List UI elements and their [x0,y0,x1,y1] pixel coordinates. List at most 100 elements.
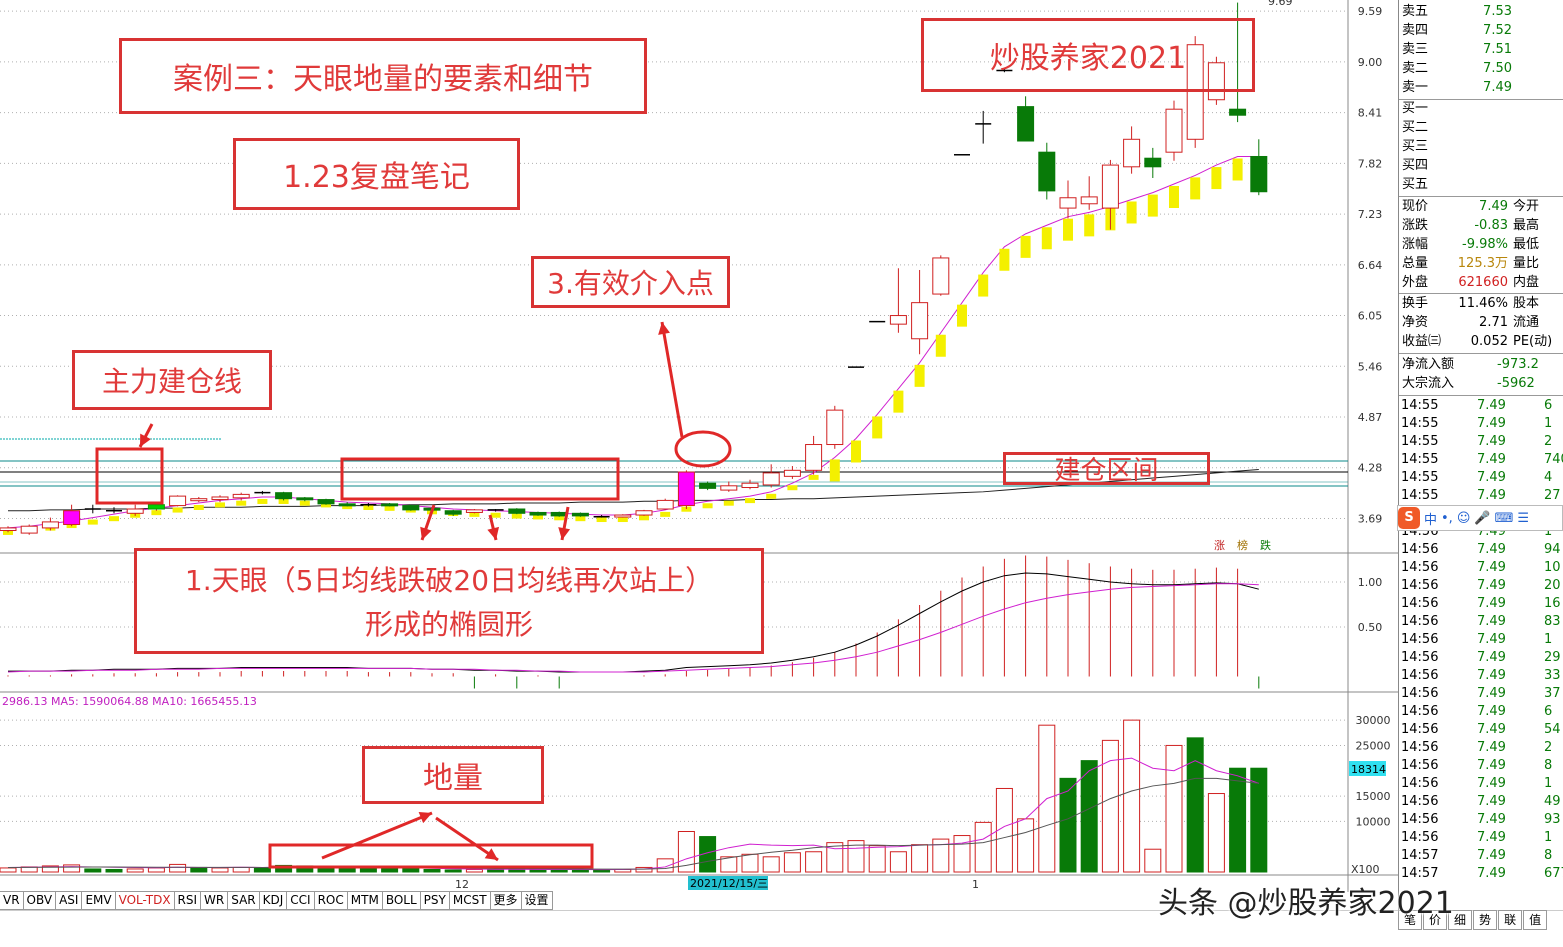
ime-lang[interactable]: 中 [1424,512,1438,528]
candle[interactable] [783,466,801,479]
candle[interactable] [487,509,504,512]
candle[interactable] [889,268,907,333]
candle[interactable] [381,502,399,507]
indicator-tab-rsi[interactable]: RSI [174,891,202,910]
volume-bar [1101,739,1119,873]
diliang-arrow-2 [435,816,499,862]
rank-down-button[interactable]: 跌 [1260,538,1271,552]
ime-emoji-icon[interactable]: ☺ [1456,510,1471,526]
candle[interactable] [529,511,547,516]
panel-tab-button[interactable]: 笔 [1398,910,1423,930]
indicator-tab-mtm[interactable]: MTM [347,891,383,910]
candle[interactable] [571,512,589,517]
indicator-tab-wr[interactable]: WR [201,891,229,910]
vol-ma10 [7,777,1259,870]
candle[interactable] [911,269,929,355]
tick-time: 14:56 [1401,578,1439,593]
candle[interactable] [1080,176,1098,210]
indicator-tab-asi[interactable]: ASI [56,891,83,910]
candle[interactable] [996,68,1013,73]
candle[interactable] [296,496,314,502]
candle[interactable] [614,514,632,518]
candle[interactable] [656,498,674,510]
ime-mic-icon[interactable]: 🎤 [1474,510,1491,526]
candle[interactable] [1165,100,1183,161]
rank-up-button[interactable]: 涨 [1214,539,1225,552]
candle[interactable] [20,524,38,535]
ime-menu-icon[interactable]: ☰ [1517,510,1529,526]
indicator-tab-boll[interactable]: BOLL [382,891,421,910]
candle[interactable] [190,496,208,503]
candle[interactable] [254,490,271,495]
tick-volume: 8 [1544,758,1553,773]
candle[interactable] [402,504,420,511]
panel-tab-button[interactable]: 势 [1473,910,1498,930]
candle[interactable] [635,509,653,516]
candle[interactable] [444,509,462,516]
candle[interactable] [805,435,823,475]
candle[interactable] [232,492,250,501]
candle[interactable] [1017,96,1035,142]
candle[interactable] [275,491,293,501]
candle[interactable] [1123,126,1141,174]
ime-punct-icon[interactable]: •, [1441,510,1453,526]
candle[interactable] [1038,142,1056,200]
candle[interactable] [0,526,17,533]
candle[interactable] [593,515,610,518]
rank-button[interactable]: 榜 [1237,538,1248,552]
candle[interactable] [1229,2,1247,123]
candle[interactable] [1059,180,1077,219]
volume-bar [1059,777,1077,873]
candle[interactable] [317,498,335,505]
indicator-tab-roc[interactable]: ROC [314,891,348,910]
ime-toolbar[interactable]: S 中 •, ☺ 🎤 ⌨ ☰ [1397,505,1563,531]
indicator-tab-psy[interactable]: PSY [420,891,450,910]
trend-block [1147,194,1158,217]
candle[interactable] [741,479,759,490]
candle[interactable] [826,405,844,449]
indicator-tab-kdj[interactable]: KDJ [259,891,288,910]
ime-keyboard-icon[interactable]: ⌨ [1494,510,1514,526]
indicator-tab-更多[interactable]: 更多 [490,891,522,910]
tick-price: 7.49 [1477,434,1506,449]
indicator-tab-vr[interactable]: VR [0,891,24,910]
indicator-tab-mcst[interactable]: MCST [449,891,491,910]
candle[interactable] [41,517,59,531]
candle[interactable] [720,481,738,492]
panel-tab-button[interactable]: 细 [1448,910,1473,930]
candle[interactable] [932,255,950,296]
candle[interactable] [508,508,526,515]
candle[interactable] [211,495,229,503]
candle[interactable] [63,504,81,527]
finance-label-2: PE(动) [1513,334,1553,349]
panel-tab-button[interactable]: 价 [1423,910,1448,930]
candle[interactable] [677,470,695,510]
candle[interactable] [975,110,992,144]
candle[interactable] [1186,36,1204,148]
price-tick: 5.46 [1358,360,1383,373]
candle[interactable] [84,504,101,514]
volume-bar [762,856,780,873]
panel-tab-button[interactable]: 值 [1523,910,1548,930]
indicator-tab-sar[interactable]: SAR [228,891,260,910]
candle[interactable] [699,481,717,491]
candle[interactable] [338,502,356,507]
panel-tab-button[interactable]: 联 [1498,910,1523,930]
indicator-tab-cci[interactable]: CCI [287,891,315,910]
indicator-tab-vol-tdx[interactable]: VOL-TDX [115,891,175,910]
indicator-tabs: VR OBV ASI EMV VOL-TDX RSI WR SAR KDJ CCI ROC MTM BO… [0,891,553,910]
candle[interactable] [126,504,144,516]
candle[interactable] [1250,139,1268,196]
indicator-tab-obv[interactable]: OBV [23,891,57,910]
candle[interactable] [762,464,780,488]
candle[interactable] [169,495,187,507]
candle[interactable] [1144,147,1162,178]
candle[interactable] [550,511,568,517]
candlesticks[interactable] [0,2,1268,535]
indicator-tab-emv[interactable]: EMV [82,891,116,910]
candle[interactable] [1101,159,1119,230]
candle[interactable] [360,502,377,507]
candle[interactable] [465,509,483,514]
candle[interactable] [106,507,122,514]
indicator-tab-设置[interactable]: 设置 [521,891,553,910]
